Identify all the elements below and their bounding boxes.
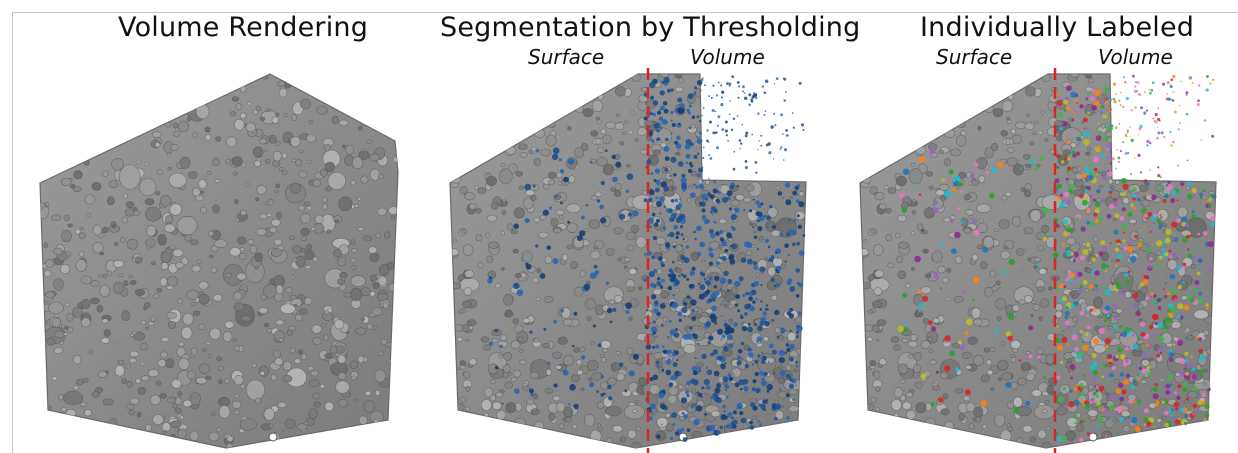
panel-title-volume-rendering: Volume Rendering (118, 12, 369, 43)
panel-title-segmentation: Segmentation by Thresholding (440, 12, 861, 43)
label-volume-segmentation: Volume (690, 45, 765, 69)
sample-hole (1088, 432, 1098, 442)
label-surface-labeled: Surface (936, 45, 1013, 69)
sample-hole (268, 432, 278, 442)
labeled-image (850, 0, 1230, 453)
frame-border-top (12, 12, 1238, 13)
panel-title-individually-labeled: Individually Labeled (920, 12, 1195, 43)
label-surface-segmentation: Surface (528, 45, 605, 69)
label-volume-labeled: Volume (1098, 45, 1173, 69)
rock-grain-texture (40, 75, 398, 448)
frame-border-left (12, 12, 13, 453)
segmentation-image (440, 0, 820, 453)
segmented-particles (487, 75, 806, 442)
segmented-particles (897, 74, 1217, 443)
volume-rendering-image (30, 0, 410, 453)
rock-grain-texture (860, 74, 1216, 448)
